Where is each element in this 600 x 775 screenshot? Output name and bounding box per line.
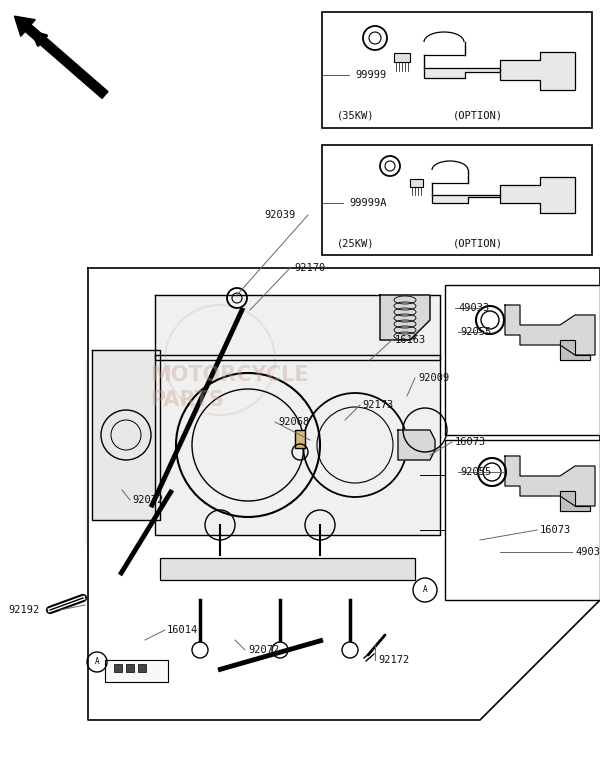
Bar [445, 440, 600, 600]
Text: 92192: 92192 [8, 605, 39, 615]
Polygon shape [505, 456, 595, 506]
Text: 16073: 16073 [540, 525, 571, 535]
Text: 49033: 49033 [575, 547, 600, 557]
Polygon shape [424, 52, 575, 90]
Text: 92172: 92172 [378, 655, 409, 665]
Text: PARTS: PARTS [150, 390, 224, 410]
Text: 92072: 92072 [132, 495, 163, 505]
Polygon shape [105, 660, 168, 682]
Bar [126, 664, 134, 672]
Polygon shape [380, 295, 430, 340]
Bar [85, 360, 425, 545]
Text: 92055: 92055 [460, 467, 491, 477]
Polygon shape [505, 305, 595, 355]
Text: 92055: 92055 [460, 327, 491, 337]
Text: 16014: 16014 [167, 625, 198, 635]
Text: 16163: 16163 [395, 335, 426, 345]
Text: 92039: 92039 [264, 210, 295, 220]
Text: 92170: 92170 [294, 263, 325, 273]
Text: 92072: 92072 [248, 645, 279, 655]
Text: A: A [95, 657, 100, 666]
Bar [138, 664, 146, 672]
Text: 99999: 99999 [355, 70, 386, 80]
Bar [322, 145, 592, 255]
Polygon shape [88, 268, 600, 720]
Text: (25KW): (25KW) [337, 238, 374, 248]
Polygon shape [432, 177, 575, 213]
Text: 99999A: 99999A [349, 198, 386, 208]
Text: A: A [422, 585, 427, 594]
Bar [322, 12, 592, 128]
Text: 16073: 16073 [455, 437, 486, 447]
FancyArrow shape [14, 16, 108, 98]
Polygon shape [155, 355, 440, 535]
Text: (OPTION): (OPTION) [453, 111, 503, 121]
Polygon shape [398, 430, 435, 460]
Text: 49033: 49033 [458, 303, 489, 313]
Text: 92173: 92173 [362, 400, 393, 410]
Text: (OPTION): (OPTION) [453, 238, 503, 248]
Bar [445, 285, 600, 435]
Polygon shape [560, 491, 590, 511]
Bar [295, 430, 305, 448]
Bar [114, 664, 122, 672]
Text: 92009: 92009 [418, 373, 449, 383]
Text: MOTORCYCLE: MOTORCYCLE [150, 365, 308, 385]
Bar [160, 558, 415, 580]
Polygon shape [560, 340, 590, 360]
Text: (35KW): (35KW) [337, 111, 374, 121]
Text: 92068: 92068 [278, 417, 309, 427]
Polygon shape [92, 350, 160, 520]
Polygon shape [155, 295, 440, 360]
Bar [410, 179, 423, 187]
Bar [394, 53, 410, 62]
